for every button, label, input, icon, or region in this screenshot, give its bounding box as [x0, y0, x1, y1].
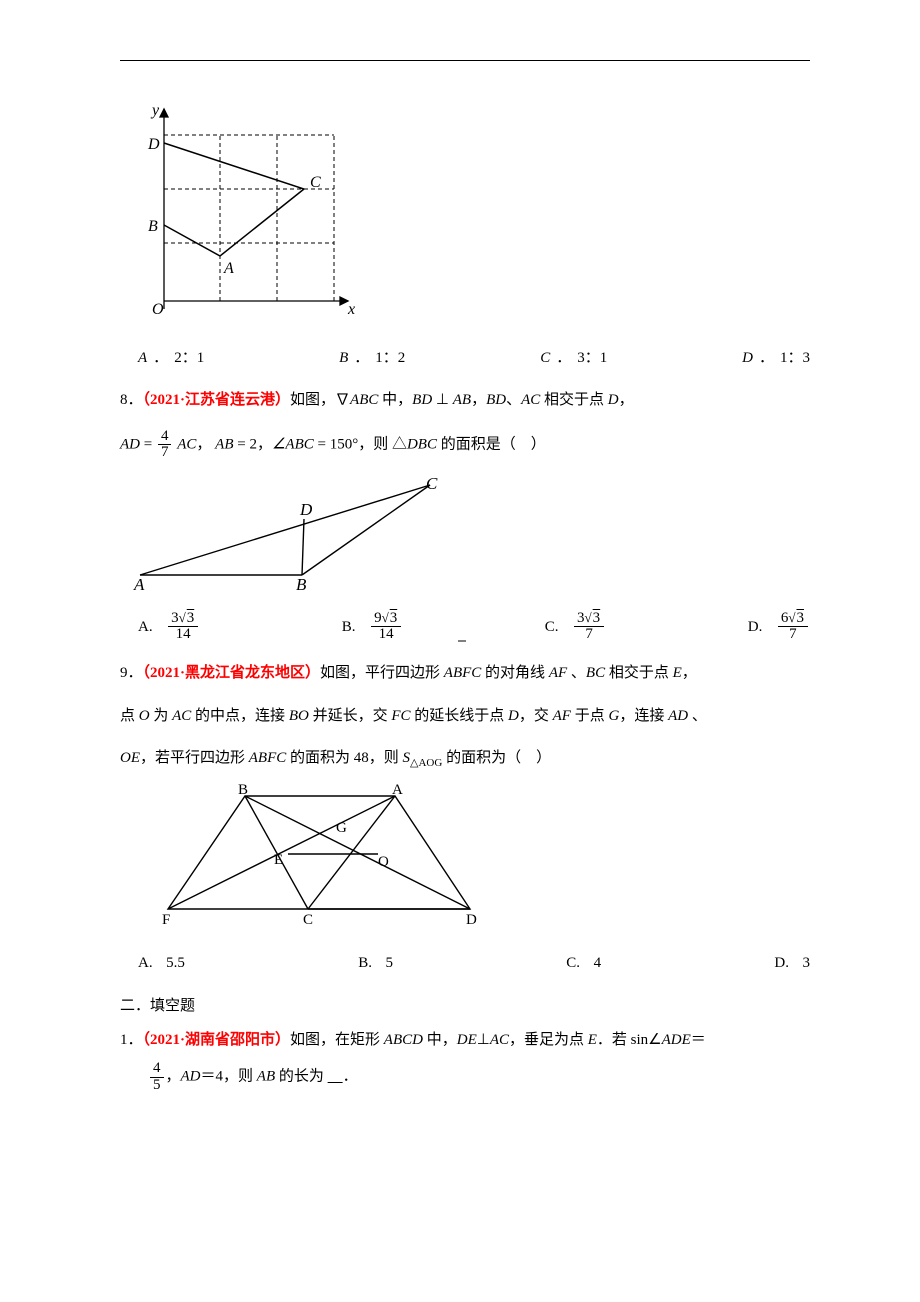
svg-text:C: C: [303, 912, 313, 928]
q8-options: A. 3√314 B. 9√314 C. 3√37 D. 6√37: [120, 611, 810, 644]
q8-option-b: B. 9√314: [342, 611, 403, 644]
q7-option-b: B．1：2: [339, 344, 405, 373]
q-number: 9．: [120, 665, 143, 681]
q2-1-line1: 1．（2021·湖南省邵阳市）如图，在矩形 ABCD 中，DE⊥AC，垂足为点 …: [120, 1026, 810, 1055]
q9-option-d: D. 3: [774, 949, 810, 978]
svg-text:D: D: [466, 912, 477, 928]
svg-text:D: D: [147, 136, 160, 153]
svg-text:x: x: [347, 301, 355, 318]
svg-text:G: G: [336, 820, 347, 836]
q9-option-c: C. 4: [566, 949, 601, 978]
svg-text:B: B: [148, 218, 158, 235]
svg-text:y: y: [150, 102, 160, 119]
section2-heading: 二．填空题: [120, 992, 810, 1021]
q9-svg: F C D B A E G O: [160, 784, 490, 929]
header-rule: [120, 60, 810, 61]
q8-line2: AD = 47 AC， AB = 2，∠ABC = 150°，则 △DBC 的面…: [120, 429, 810, 462]
q8-option-d: D. 6√37: [748, 611, 810, 644]
opt-text: 2：1: [174, 344, 204, 373]
q8-source: （2021·江苏省连云港）: [143, 392, 291, 408]
q7-svg: O x y A B C D: [130, 101, 360, 323]
opt-text: 3：1: [577, 344, 607, 373]
q9-line3: OE，若平行四边形 ABFC 的面积为 48，则 S△AOG 的面积为（ ）: [120, 744, 810, 774]
q8-figure: A B D C: [130, 475, 810, 601]
q9-option-b: B. 5: [358, 949, 393, 978]
svg-text:A: A: [133, 575, 145, 590]
q-number: 1．: [120, 1032, 143, 1048]
svg-text:B: B: [238, 784, 248, 798]
opt-text: 1：3: [780, 344, 810, 373]
q7-option-a: A．2：1: [138, 344, 204, 373]
fraction: 45: [150, 1061, 164, 1094]
svg-text:C: C: [426, 475, 438, 493]
svg-text:E: E: [274, 852, 283, 868]
q7-options: A．2：1 B．1：2 C．3：1 D．1：3: [120, 344, 810, 373]
svg-text:B: B: [296, 575, 307, 590]
q9-option-a: A. 5.5: [138, 949, 185, 978]
q8-svg: A B D C: [130, 475, 440, 590]
svg-text:C: C: [310, 174, 321, 191]
svg-text:A: A: [392, 784, 403, 798]
q8-option-a: A. 3√314: [138, 611, 200, 644]
q7-option-c: C．3：1: [540, 344, 607, 373]
q9-figure: F C D B A E G O: [160, 784, 810, 940]
q9-source: （2021·黑龙江省龙东地区）: [143, 665, 321, 681]
q2-1-line2: 45，AD＝4，则 AB 的长为 ．: [120, 1061, 810, 1094]
page: O x y A B C D A．2：1 B．1：2 C．3：1 D．1：3 8．…: [0, 0, 920, 1159]
svg-text:O: O: [378, 854, 389, 870]
svg-text:A: A: [223, 260, 234, 277]
opt-text: 1：2: [375, 344, 405, 373]
q9-line1: 9．（2021·黑龙江省龙东地区）如图，平行四边形 ABFC 的对角线 AF 、…: [120, 659, 810, 688]
q9-line2: 点 O 为 AC 的中点，连接 BO 并延长，交 FC 的延长线于点 D，交 A…: [120, 702, 810, 731]
svg-text:D: D: [299, 500, 313, 519]
q8-option-c: C. 3√37: [545, 611, 606, 644]
q9-options: A. 5.5 B. 5 C. 4 D. 3: [120, 949, 810, 978]
q-number: 8．: [120, 392, 143, 408]
fraction: 47: [158, 429, 172, 462]
svg-text:O: O: [152, 301, 164, 318]
svg-text:F: F: [162, 912, 170, 928]
watermark-bar: [458, 640, 466, 642]
q7-option-d: D．1：3: [742, 344, 810, 373]
q2-1-source: （2021·湖南省邵阳市）: [143, 1032, 291, 1048]
q7-figure: O x y A B C D: [130, 101, 810, 334]
q8-line1: 8．（2021·江苏省连云港）如图，∇ABC 中，BD ⊥ AB，BD、AC 相…: [120, 386, 810, 415]
